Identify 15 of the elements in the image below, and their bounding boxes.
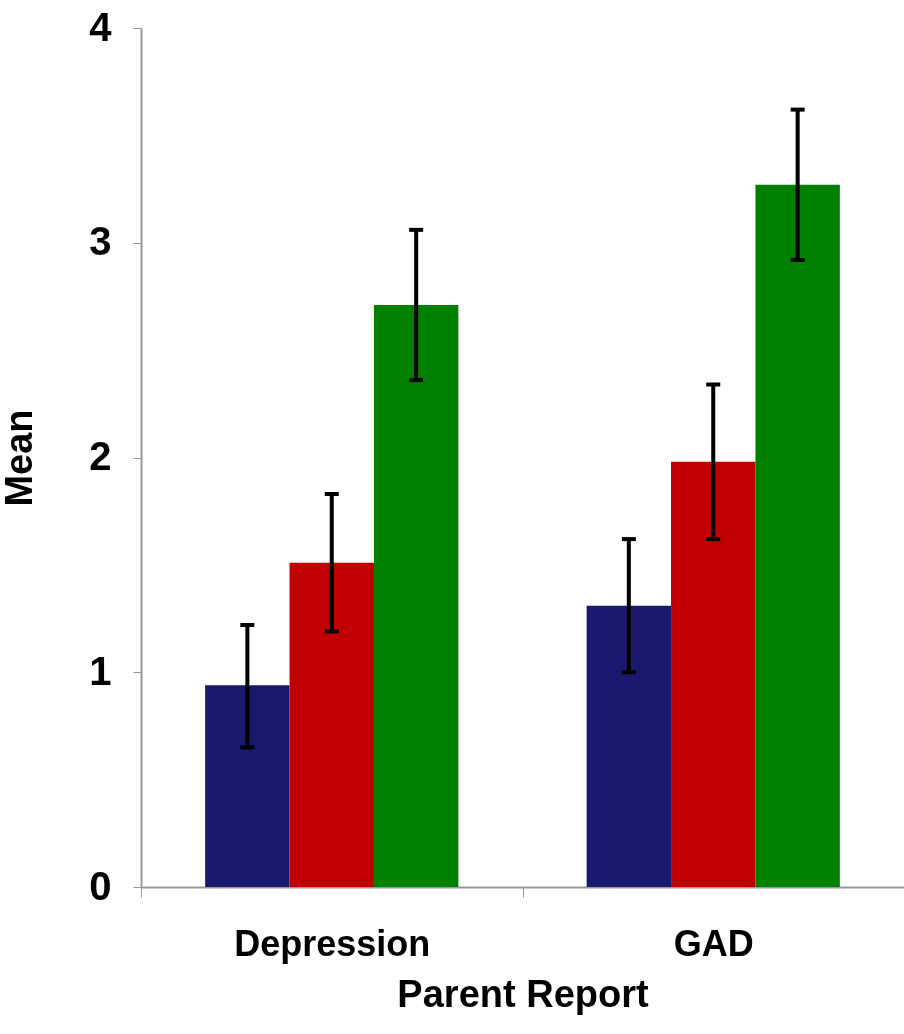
bar [586,605,672,887]
bar [671,461,756,887]
y-tick-label: 0 [89,863,112,908]
bar [373,305,459,887]
y-tick-label: 2 [89,434,112,478]
x-tick-label: GAD [673,922,754,964]
bar [289,562,374,887]
bar [755,184,840,887]
y-tick-label: 3 [89,219,112,264]
x-axis-title: Parent Report [397,972,649,1015]
y-tick-label: 4 [89,4,113,49]
bar [205,685,290,887]
x-tick-label: Depression [234,922,431,964]
y-tick-label: 1 [89,648,112,693]
y-axis-title: Mean [0,409,40,507]
